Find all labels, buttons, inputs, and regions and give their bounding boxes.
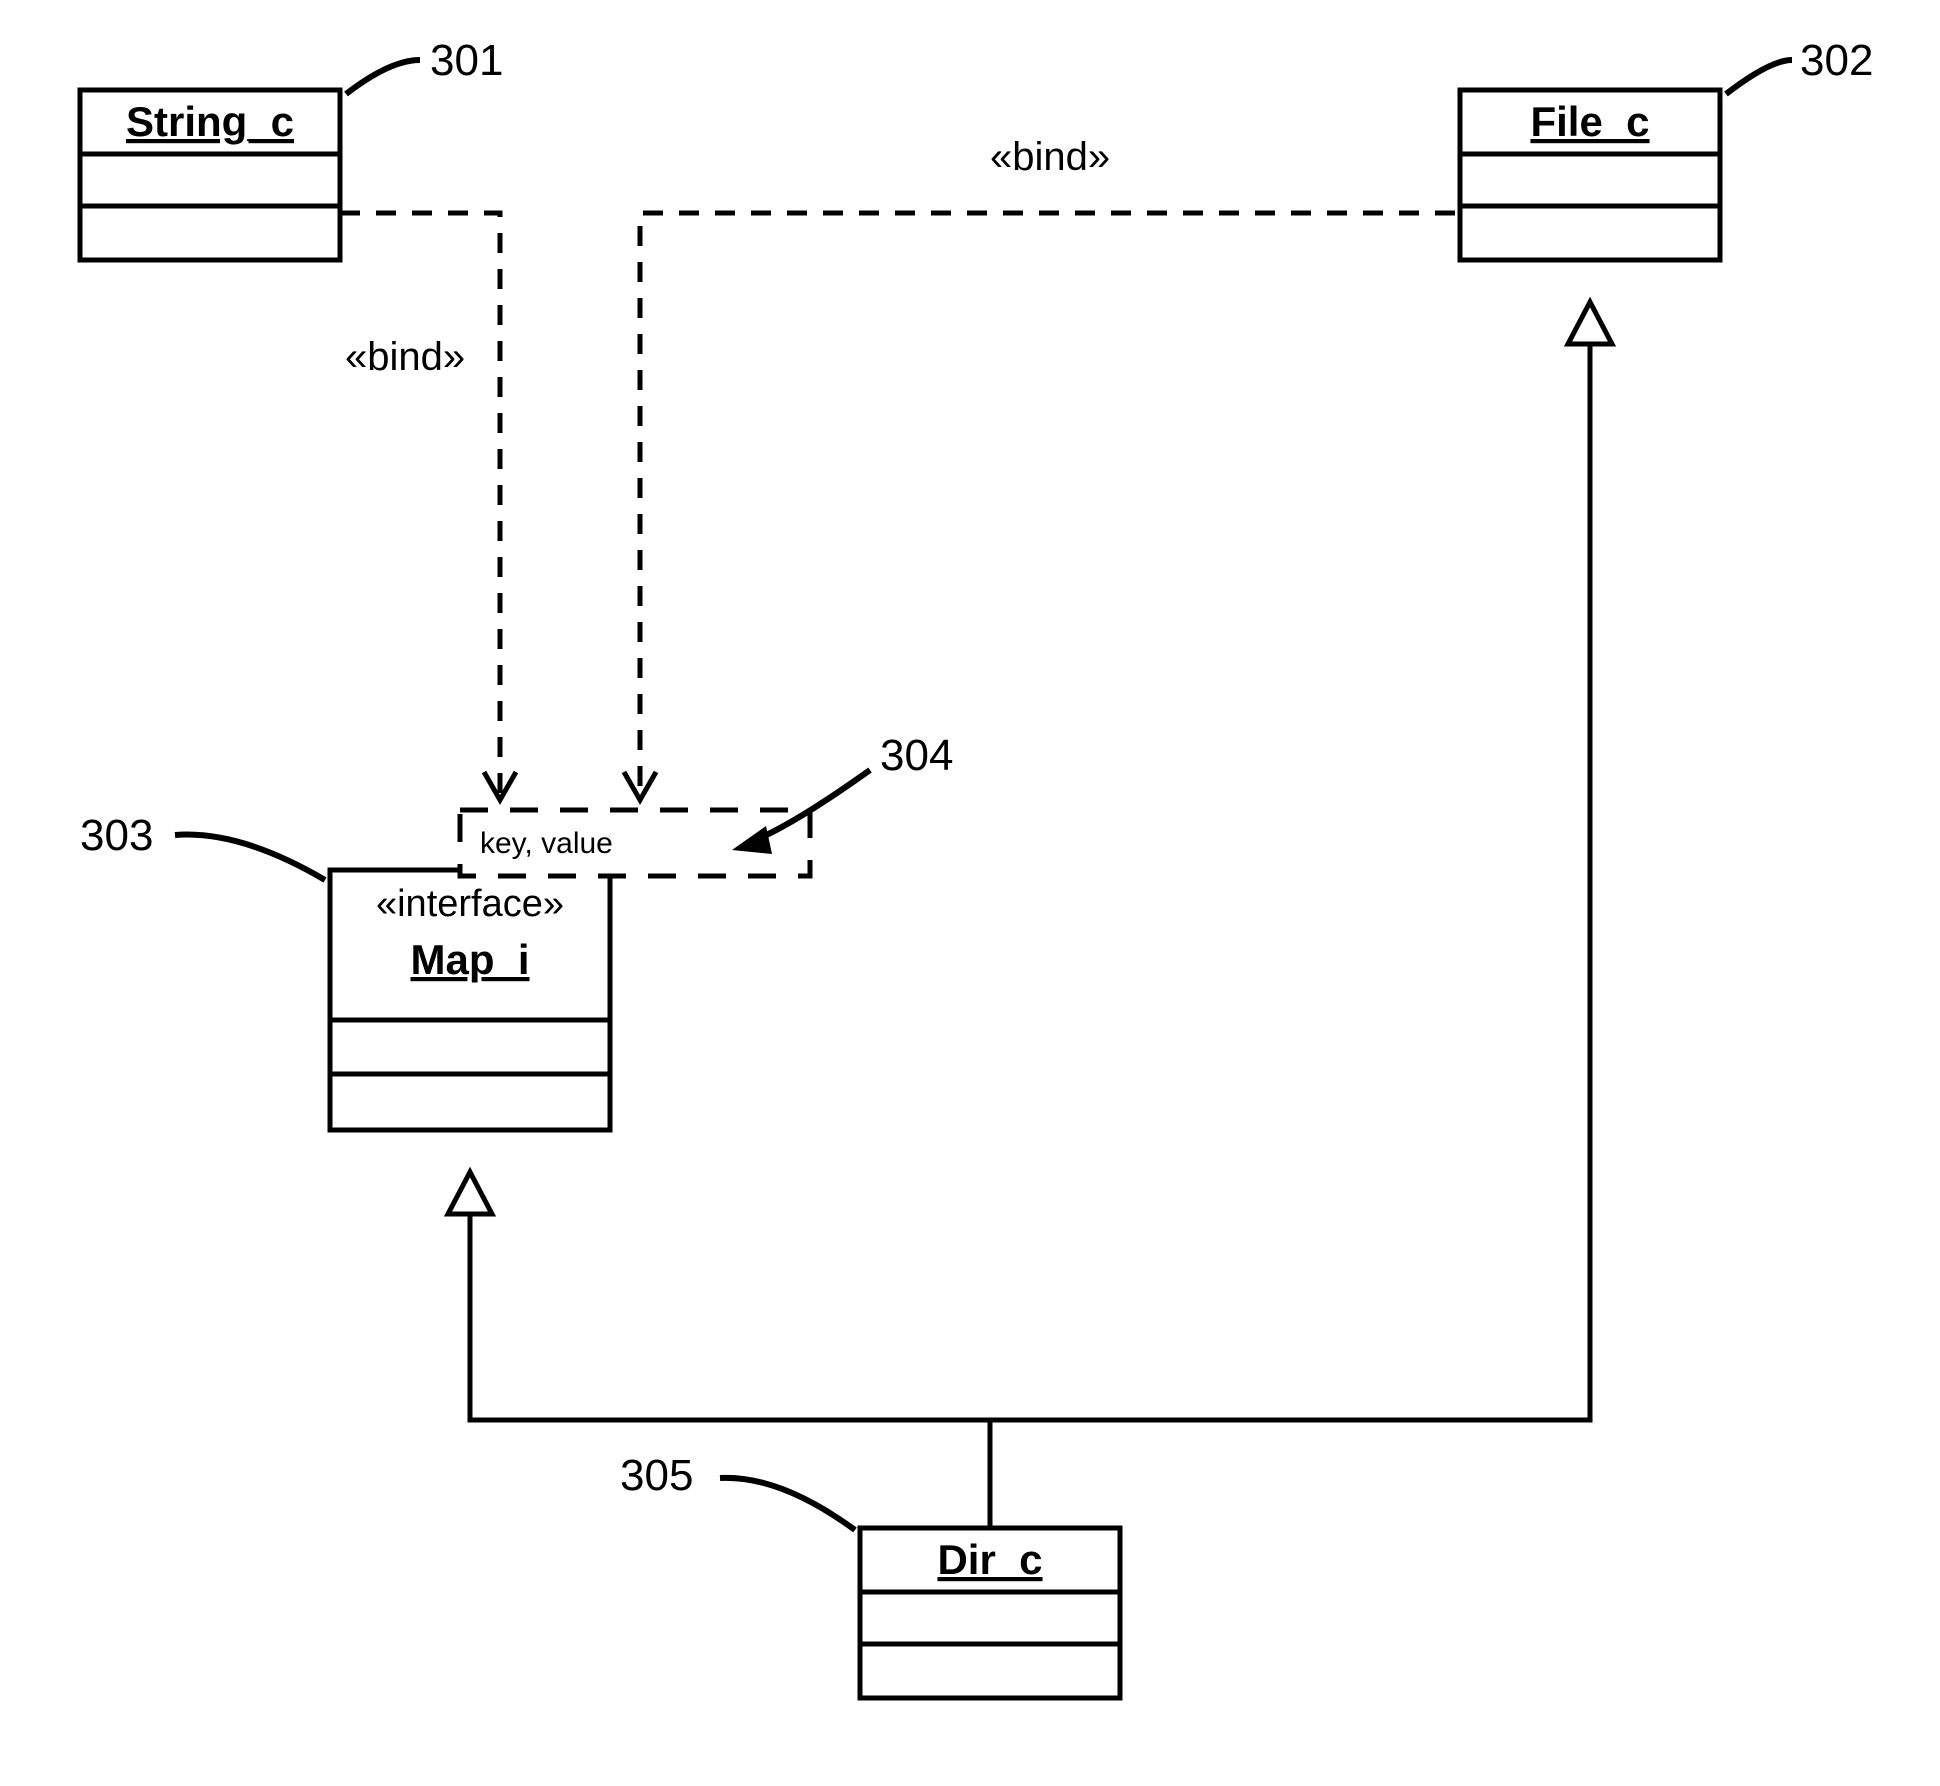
param-box-ref: 304 — [880, 731, 953, 780]
bind-label-left: «bind» — [345, 335, 465, 379]
edge-dir-to-file — [990, 344, 1590, 1528]
uml-diagram: String_c File_c «interface» Map_i Dir_c key, … — [0, 0, 1940, 1786]
edge-file-bind — [640, 213, 1455, 800]
file-c-leader — [1726, 60, 1792, 94]
edge-string-bind — [340, 213, 500, 800]
file-c: File_c — [1460, 90, 1720, 260]
dir-c-title: Dir_c — [937, 1536, 1042, 1583]
string-c-leader — [346, 60, 420, 94]
param-box-text: key, value — [480, 827, 613, 860]
dir-c-ref: 305 — [620, 1451, 693, 1500]
string-c: String_c — [80, 90, 340, 260]
dir-c: Dir_c — [860, 1528, 1120, 1698]
map-i-ref: 303 — [80, 811, 153, 860]
map-i: «interface» Map_i — [330, 870, 610, 1130]
bind-label-right: «bind» — [990, 135, 1110, 179]
file-c-title: File_c — [1530, 98, 1649, 145]
string-c-title: String_c — [126, 98, 294, 145]
map-i-stereo: «interface» — [376, 883, 564, 925]
string-c-ref: 301 — [430, 36, 503, 85]
param-box-leader — [760, 770, 870, 838]
dir-c-leader — [720, 1478, 855, 1530]
file-c-ref: 302 — [1800, 36, 1873, 85]
map-i-title: Map_i — [410, 936, 529, 983]
map-i-leader — [175, 835, 325, 880]
